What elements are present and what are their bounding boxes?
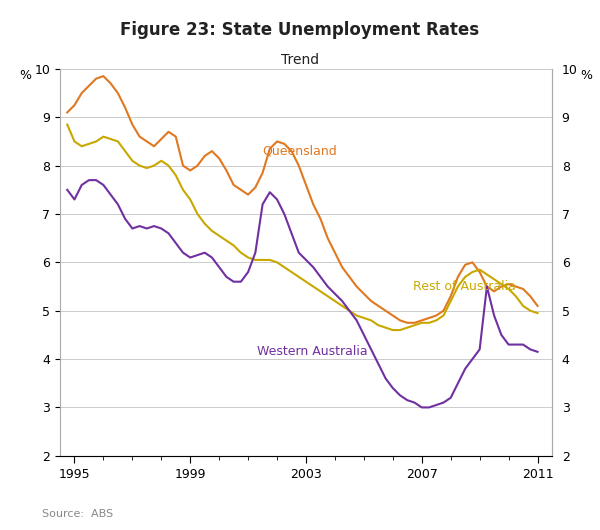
- Text: Figure 23: State Unemployment Rates: Figure 23: State Unemployment Rates: [121, 21, 479, 39]
- Text: Source:  ABS: Source: ABS: [42, 509, 113, 519]
- Text: Western Australia: Western Australia: [257, 346, 367, 358]
- Text: Trend: Trend: [281, 53, 319, 67]
- Text: Queensland: Queensland: [263, 145, 337, 157]
- Text: %: %: [580, 69, 592, 82]
- Text: %: %: [20, 69, 32, 82]
- Text: Rest of Australia: Rest of Australia: [413, 280, 516, 293]
